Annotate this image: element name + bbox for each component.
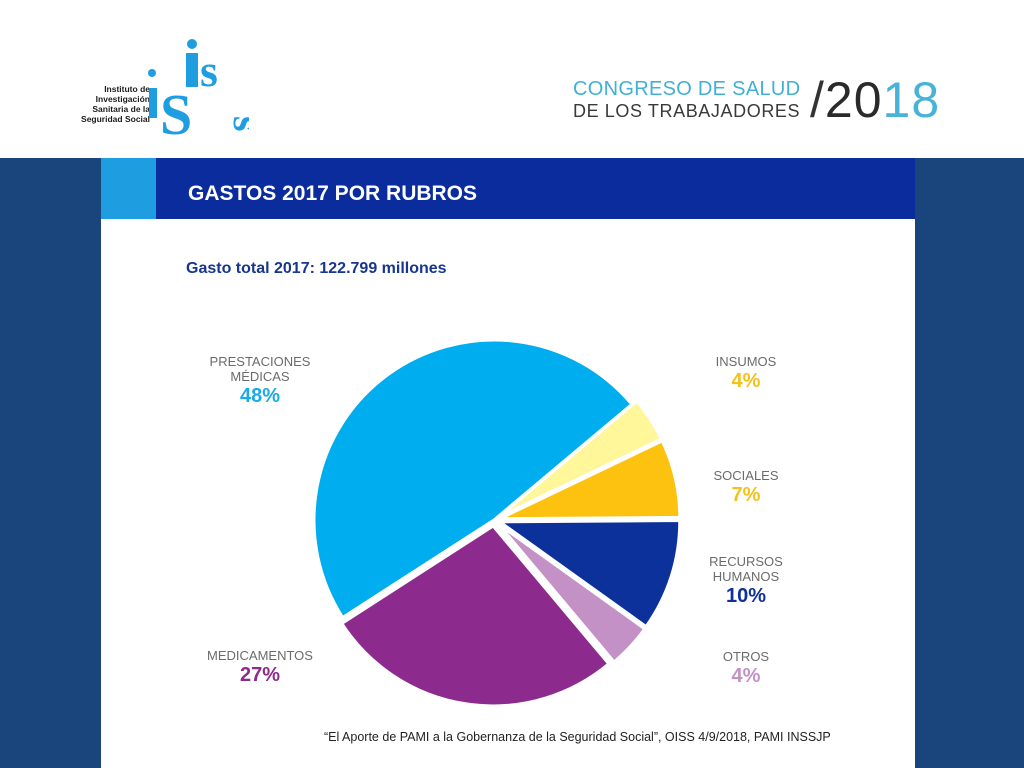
congress-line-1: CONGRESO DE SALUD bbox=[573, 78, 801, 100]
source-citation: “El Aporte de PAMI a la Gobernanza de la… bbox=[324, 730, 831, 744]
slice-name: RECURSOS bbox=[709, 554, 783, 569]
label-otros: OTROS 4% bbox=[696, 649, 796, 688]
year-part-b: 18 bbox=[882, 72, 941, 128]
label-sociales: SOCIALES 7% bbox=[696, 468, 796, 507]
svg-text:S: S bbox=[160, 82, 192, 138]
slice-percent: 10% bbox=[725, 585, 767, 607]
pie-slice-medicamentos bbox=[339, 523, 611, 708]
title-bar bbox=[101, 158, 915, 219]
slice-name: OTROS bbox=[722, 649, 770, 664]
pie-slice-prestaciones-m-dicas bbox=[312, 338, 635, 620]
slice-name: MÉDICAS bbox=[230, 369, 290, 384]
slice-percent: 4% bbox=[731, 665, 761, 687]
slice-percent: 27% bbox=[239, 664, 281, 686]
label-prestaciones-medicas: PRESTACIONES MÉDICAS 48% bbox=[197, 354, 323, 408]
logo-text-line: Sanitaria de la bbox=[92, 104, 150, 114]
slide-title: GASTOS 2017 POR RUBROS bbox=[188, 182, 478, 205]
pie-slice-insumos bbox=[498, 398, 664, 519]
svg-text:s: s bbox=[200, 45, 218, 96]
iiss-logo-mark: s S s bbox=[148, 39, 249, 138]
slice-name: INSUMOS bbox=[715, 354, 777, 369]
iiss-logo: Instituto de Investigación Sanitaria de … bbox=[78, 38, 249, 138]
label-recursos-humanos: RECURSOS HUMANOS 10% bbox=[691, 554, 801, 608]
congress-line-2: DE LOS TRABAJADORES bbox=[573, 101, 801, 121]
year-part-a: 20 bbox=[824, 72, 883, 128]
congress-banner: CONGRESO DE SALUD DE LOS TRABAJADORES bbox=[573, 78, 813, 122]
pie-slice-recursos-humanos bbox=[495, 519, 682, 629]
slide-panel: GASTOS 2017 POR RUBROS Gasto total 2017:… bbox=[101, 158, 915, 768]
logo-text-line: Seguridad Social bbox=[81, 114, 150, 124]
slice-name: SOCIALES bbox=[713, 468, 779, 483]
pie-slice-otros bbox=[497, 522, 647, 665]
congress-year: /2018 bbox=[810, 70, 940, 130]
logo-text-line: Instituto de bbox=[104, 84, 150, 94]
svg-text:s: s bbox=[225, 116, 249, 132]
year-slash: / bbox=[810, 72, 825, 128]
logo-text-line: Investigación bbox=[95, 94, 150, 104]
pie-slice-sociales bbox=[499, 438, 682, 521]
slice-percent: 7% bbox=[731, 484, 761, 506]
logo-text: Instituto de Investigación Sanitaria de … bbox=[78, 84, 150, 124]
slice-name: HUMANOS bbox=[712, 569, 780, 584]
slice-name: MEDICAMENTOS bbox=[207, 648, 313, 663]
pie-chart bbox=[312, 338, 682, 708]
slide-subtitle: Gasto total 2017: 122.799 millones bbox=[186, 260, 447, 277]
slice-percent: 48% bbox=[239, 385, 281, 407]
label-insumos: INSUMOS 4% bbox=[696, 354, 796, 393]
label-medicamentos: MEDICAMENTOS 27% bbox=[191, 648, 329, 687]
title-bar-accent bbox=[101, 158, 156, 219]
slice-name: PRESTACIONES bbox=[209, 354, 311, 369]
slice-percent: 4% bbox=[731, 370, 761, 392]
